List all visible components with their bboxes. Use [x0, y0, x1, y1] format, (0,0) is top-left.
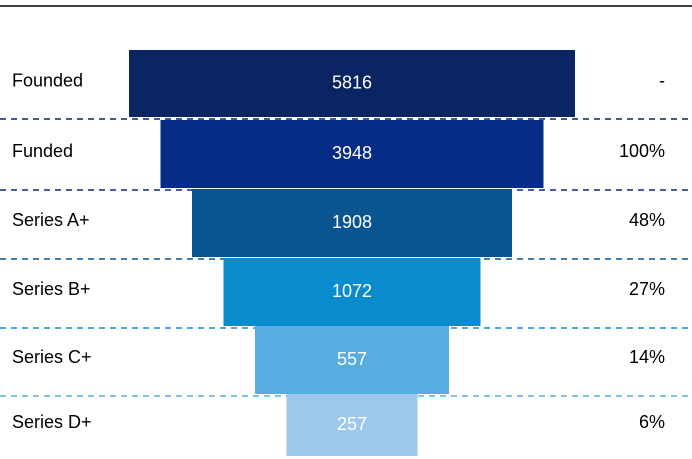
value-label: 5816 [332, 72, 372, 92]
value-label: 1908 [332, 212, 372, 232]
funnel-bar [255, 326, 449, 394]
stage-label: Funded [12, 141, 73, 161]
stage-label: Series D+ [12, 412, 92, 432]
stage-label: Series C+ [12, 347, 92, 367]
stage-label: Series A+ [12, 210, 90, 230]
stage-label: Series B+ [12, 279, 91, 299]
rate-label: 6% [639, 412, 665, 432]
funnel-bar [129, 50, 575, 117]
rate-label: 100% [619, 141, 665, 161]
funnel-bar [192, 189, 512, 257]
value-label: 1072 [332, 281, 372, 301]
funnel-bar [223, 258, 481, 326]
value-label: 257 [337, 414, 367, 434]
rate-label: 14% [629, 347, 665, 367]
rate-label: 48% [629, 210, 665, 230]
funnel-bar [286, 394, 418, 456]
rate-label: - [659, 70, 665, 90]
funnel-bar [160, 120, 544, 188]
value-label: 557 [337, 349, 367, 369]
value-label: 3948 [332, 143, 372, 163]
rate-label: 27% [629, 279, 665, 299]
stage-label: Founded [12, 70, 83, 90]
